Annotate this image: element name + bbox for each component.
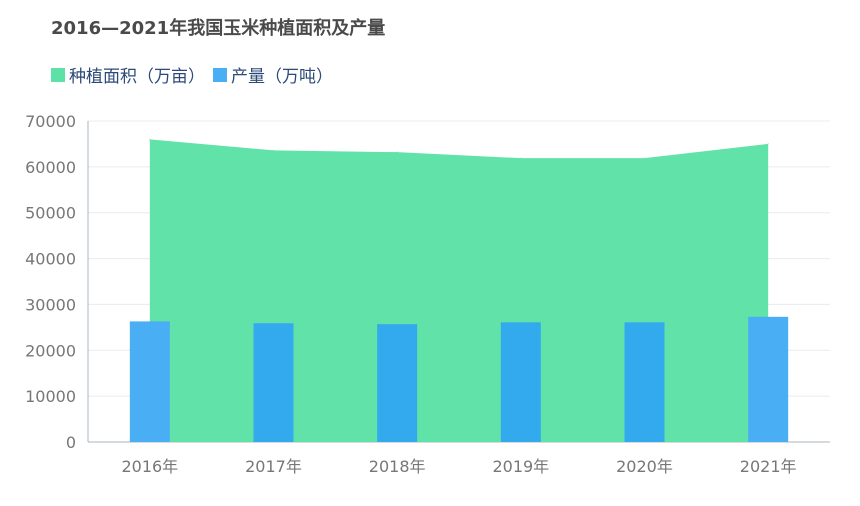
legend-item-bar[interactable]: 产量（万吨） [213,62,333,87]
area-point [149,138,151,140]
area-point [767,143,769,145]
bar-output [500,322,541,442]
legend: 种植面积（万亩） 产量（万吨） [51,62,341,87]
area-point [396,151,398,153]
area-point [273,149,274,151]
legend-swatch-bar [213,67,227,82]
x-tick-label: 2020年 [616,457,673,476]
legend-label-bar: 产量（万吨） [231,67,333,87]
bar-output [377,324,418,442]
x-tick-label: 2016年 [121,457,178,476]
bar-output [748,316,789,442]
area-point [644,157,645,159]
legend-item-area[interactable]: 种植面积（万亩） [51,62,205,87]
x-tick-label: 2019年 [492,457,549,476]
x-tick-label: 2017年 [245,457,302,476]
x-tick-label: 2018年 [369,457,426,476]
area-point [520,157,522,159]
y-tick-label: 60000 [25,158,76,177]
y-tick-label: 40000 [25,250,76,269]
y-tick-label: 0 [66,433,76,452]
y-tick-label: 10000 [25,387,76,406]
bar-output [624,322,665,442]
y-tick-label: 70000 [25,112,76,131]
legend-label-area: 种植面积（万亩） [69,67,205,87]
area-series-planting [149,139,769,443]
bar-output [129,321,170,442]
y-tick-label: 50000 [25,204,76,223]
y-tick-label: 20000 [25,341,76,360]
y-tick-label: 30000 [25,295,76,314]
legend-swatch-area [51,67,65,82]
chart-title: 2016—2021年我国玉米种植面积及产量 [51,18,386,39]
bar-output [253,323,294,442]
x-tick-label: 2021年 [740,457,797,476]
